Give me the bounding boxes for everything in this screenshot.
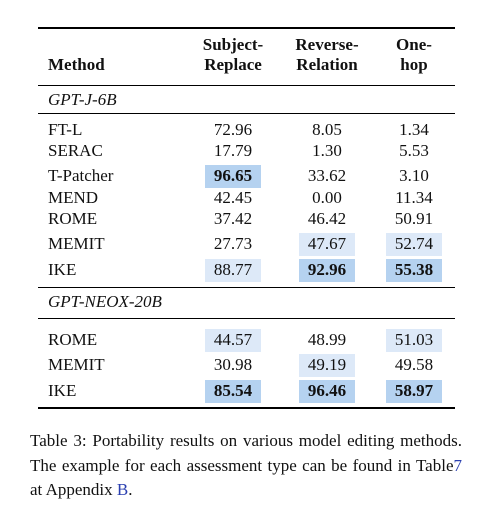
top-rule (38, 27, 455, 29)
group-title: GPT-J-6B (48, 90, 117, 109)
value-cell: 48.99 (307, 330, 347, 349)
header-cell: Method (48, 55, 105, 74)
header-cell: Relation (296, 55, 358, 74)
cell-highlight (205, 380, 261, 403)
header-cell: Reverse- (295, 35, 359, 54)
method-cell: MEMIT (48, 234, 105, 253)
group-rule (38, 318, 455, 319)
cell-highlight (386, 259, 442, 282)
value-cell: 46.42 (307, 209, 347, 228)
cell-highlight (205, 259, 261, 282)
caption-text: Portability results on various model edi… (30, 431, 462, 475)
value-cell: 55.38 (394, 260, 434, 279)
method-cell: ROME (48, 209, 98, 228)
value-cell: 17.79 (213, 141, 253, 160)
cell-highlight (205, 165, 261, 188)
value-cell: 27.73 (213, 234, 253, 253)
value-cell: 3.10 (399, 166, 429, 185)
method-cell: T-Patcher (48, 166, 114, 185)
table-ref[interactable]: 7 (453, 455, 463, 475)
value-cell: 85.54 (213, 381, 253, 400)
bottom-rule (38, 407, 455, 409)
value-cell: 96.65 (213, 166, 253, 185)
method-cell: ROME (48, 330, 98, 349)
cell-highlight (386, 380, 442, 403)
cell-highlight (299, 259, 355, 282)
value-cell: 92.96 (307, 260, 347, 279)
value-cell: 44.57 (213, 330, 253, 349)
value-cell: 72.96 (213, 120, 253, 139)
value-cell: 47.67 (307, 234, 347, 253)
value-cell: 37.42 (213, 209, 253, 228)
method-cell: MEND (48, 188, 99, 207)
value-cell: 52.74 (394, 234, 434, 253)
value-cell: 96.46 (307, 381, 347, 400)
value-cell: 50.91 (394, 209, 434, 228)
value-cell: 51.03 (394, 330, 434, 349)
value-cell: 0.00 (312, 188, 342, 207)
caption-text: at Appendix (30, 480, 117, 499)
value-cell: 49.19 (307, 355, 347, 374)
method-cell: MEMIT (48, 355, 105, 374)
cell-highlight (299, 354, 355, 377)
header-cell: hop (400, 55, 428, 74)
cell-highlight (299, 380, 355, 403)
value-cell: 49.58 (394, 355, 434, 374)
value-cell: 1.34 (399, 120, 429, 139)
value-cell: 42.45 (213, 188, 253, 207)
group-rule (38, 287, 455, 288)
value-cell: 5.53 (399, 141, 429, 160)
group-rule (38, 113, 455, 114)
appendix-ref[interactable]: B (116, 480, 129, 499)
value-cell: 30.98 (213, 355, 253, 374)
header-cell: Subject- (202, 35, 264, 54)
header-cell: One- (396, 35, 432, 54)
header-rule (38, 85, 455, 86)
method-cell: FT-L (48, 120, 83, 139)
value-cell: 8.05 (312, 120, 342, 139)
caption-text: . (128, 480, 133, 499)
cell-highlight (386, 329, 442, 352)
method-cell: IKE (48, 381, 77, 400)
cell-highlight (299, 233, 355, 256)
cell-highlight (386, 233, 442, 256)
caption: Table 3: Portability results on various … (30, 429, 462, 503)
method-cell: SERAC (48, 141, 103, 160)
group-title: GPT-NEOX-20B (48, 292, 162, 311)
caption-label: Table 3: (30, 431, 87, 450)
header-cell: Replace (204, 55, 262, 74)
value-cell: 33.62 (307, 166, 347, 185)
value-cell: 11.34 (395, 188, 433, 207)
value-cell: 1.30 (312, 141, 342, 160)
value-cell: 58.97 (394, 381, 434, 400)
method-cell: IKE (48, 260, 77, 279)
cell-highlight (205, 329, 261, 352)
value-cell: 88.77 (213, 260, 253, 279)
